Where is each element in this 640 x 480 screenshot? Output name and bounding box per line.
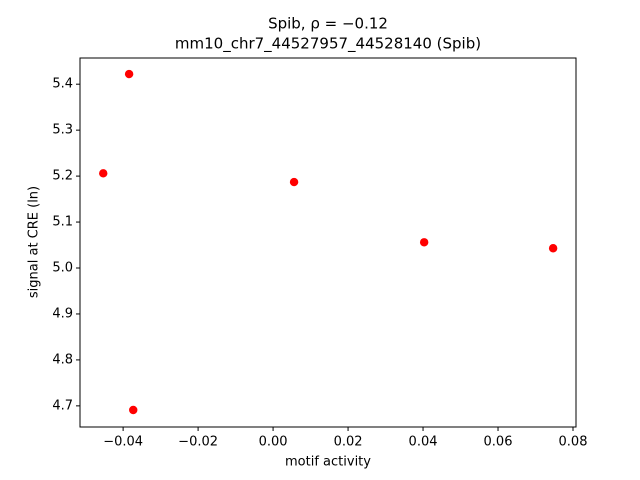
x-tick-label: 0.08	[559, 435, 588, 450]
x-tick-label: 0.06	[484, 435, 513, 450]
y-tick-label: 4.8	[52, 352, 73, 367]
x-tick-label: 0.04	[409, 435, 438, 450]
point	[99, 169, 108, 178]
y-tick-label: 5.4	[52, 77, 73, 92]
y-tick-label: 5.0	[52, 261, 73, 276]
x-tick-label: −0.02	[178, 435, 218, 450]
y-axis-label: signal at CRE (ln)	[27, 186, 42, 298]
point	[548, 244, 558, 253]
chart-title: Spib, ρ = −0.12	[268, 15, 388, 33]
chart-subtitle: mm10_chr7_44527957_44528140 (Spib)	[175, 35, 481, 54]
point	[129, 405, 138, 415]
x-tick-label: −0.04	[103, 435, 143, 450]
y-tick-label: 4.7	[52, 398, 73, 413]
y-tick-label: 4.9	[52, 306, 73, 321]
x-axis-label: motif activity	[285, 455, 371, 470]
y-tick-label: 5.1	[52, 215, 73, 230]
plot-frame	[79, 57, 577, 428]
point	[124, 69, 134, 79]
x-tick-label: 0.02	[334, 435, 363, 450]
x-tick-label: 0.00	[259, 435, 288, 450]
point	[419, 238, 429, 247]
y-tick-label: 5.3	[52, 123, 73, 138]
y-tick-label: 5.2	[52, 169, 73, 184]
point	[289, 177, 299, 187]
